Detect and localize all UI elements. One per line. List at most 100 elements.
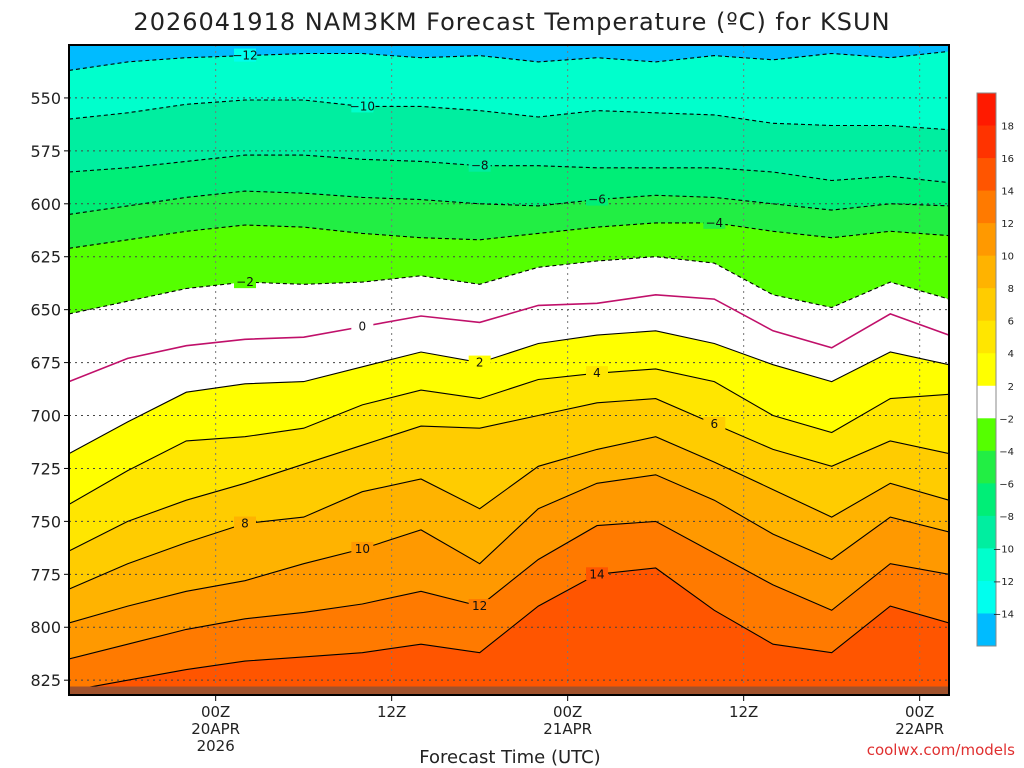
colorbar-segment — [977, 418, 996, 452]
y-tick-label: 825 — [30, 671, 61, 690]
colorbar-tick-label: −10 — [993, 544, 1014, 555]
isotherm-label: 8 — [241, 517, 249, 531]
isotherm-12 — [69, 520, 949, 660]
isotherm-labels: −12 −10 −8 −6 −4 −2 0 2 4 6 8 10 12 14 — [232, 48, 726, 613]
isotherm-10 — [69, 474, 949, 624]
isotherm-8 — [69, 436, 949, 590]
y-tick-label: 700 — [30, 407, 61, 426]
colorbar-segment — [977, 288, 996, 322]
plot-area — [69, 45, 949, 695]
colorbar-segment — [977, 320, 996, 354]
isotherm-label: 12 — [472, 599, 487, 613]
colorbar-segment — [977, 613, 996, 647]
colorbar-segment — [977, 93, 996, 127]
isotherm--8 — [69, 154, 949, 184]
isotherm-label: −12 — [232, 49, 257, 63]
y-tick-label: 725 — [30, 459, 61, 478]
x-axis-label: Forecast Time (UTC) — [419, 747, 600, 768]
colorbar-tick-label: 16 — [1001, 154, 1014, 165]
isotherm-label: 10 — [355, 542, 370, 556]
x-tick-label: 00Z — [201, 703, 230, 721]
colorbar-segment — [977, 255, 996, 289]
colorbar-tick-label: −6 — [999, 479, 1014, 490]
colorbar-tick-label: 18 — [1001, 122, 1014, 133]
isotherm-label-bg — [586, 192, 608, 206]
isotherm-2 — [69, 330, 949, 455]
colorbar-tick-label: −4 — [999, 447, 1014, 458]
credit-link[interactable]: coolwx.com/models — [867, 741, 1015, 759]
isotherm-label-bg — [703, 215, 726, 229]
colorbar-tick-label: 8 — [1008, 284, 1014, 295]
colorbar-segment — [977, 223, 996, 257]
colorbar-segment — [977, 353, 996, 387]
isotherm-label: −6 — [588, 193, 606, 207]
isotherm-label-bg — [351, 541, 374, 555]
colorbar-tick-label: 2 — [1008, 382, 1014, 393]
x-tick-label: 12Z — [377, 703, 406, 721]
colorbar-tick-label: 4 — [1008, 349, 1014, 360]
isotherm-6 — [69, 398, 949, 552]
y-tick-label: 550 — [30, 89, 61, 108]
isotherm-4 — [69, 368, 949, 505]
y-tick-label: 600 — [30, 195, 61, 214]
isotherm-14 — [69, 567, 949, 692]
colorbar-segment — [977, 158, 996, 192]
isotherm-label: 4 — [593, 366, 601, 380]
x-tick-label: 00Z — [905, 703, 934, 721]
colorbar-tick-label: 12 — [1001, 219, 1014, 230]
x-tick-label: 2026 — [197, 737, 235, 755]
colorbar-segment — [977, 548, 996, 582]
isotherm-label-bg — [351, 319, 374, 333]
isotherm--2 — [69, 256, 949, 315]
isotherm-label: −10 — [350, 99, 375, 113]
terrain-fill — [69, 686, 949, 695]
isotherm-label: −8 — [471, 159, 489, 173]
isotherm-label-bg — [586, 366, 608, 380]
isotherm-label-bg — [703, 416, 726, 430]
isotherm--12 — [69, 50, 949, 71]
isotherm--4 — [69, 222, 949, 249]
isotherm-label-bg — [468, 355, 491, 369]
isotherm-lines — [69, 50, 949, 692]
isotherm-label: 6 — [711, 417, 719, 431]
colorbar-segment — [977, 483, 996, 517]
colorbar-segment — [977, 125, 996, 159]
isotherm-label-bg — [468, 599, 491, 613]
colorbar-tick-label: 10 — [1001, 252, 1014, 263]
y-tick-label: 625 — [30, 248, 61, 267]
isotherm-label-bg — [468, 158, 491, 172]
colorbar-tick-label: −12 — [993, 577, 1014, 588]
isotherm-label-bg — [351, 99, 374, 113]
isotherm--10 — [69, 99, 949, 131]
colorbar-tick-label: −2 — [999, 414, 1014, 425]
colorbar-tick-label: 14 — [1001, 187, 1014, 198]
isotherm-label-bg — [234, 48, 256, 62]
isotherm-label: 0 — [359, 320, 367, 334]
x-tick-label: 12Z — [729, 703, 758, 721]
isotherm-label: −4 — [705, 216, 723, 230]
x-tick-label: 22APR — [895, 720, 944, 738]
colorbar-tick-label: −8 — [999, 512, 1014, 523]
colorbar-segment — [977, 385, 996, 419]
chart-title: 2026041918 NAM3KM Forecast Temperature (… — [133, 8, 890, 36]
colorbar-segment — [977, 580, 996, 614]
isotherm-0 — [69, 293, 949, 383]
colorbar-segment — [977, 190, 996, 224]
y-tick-label: 775 — [30, 565, 61, 584]
y-axis-ticks: 550 575 600 625 650 675 700 725 750 775 800 825 — [30, 89, 69, 690]
colorbar: 18 16 14 12 10 8 6 4 2 −2 −4 −6 −8 −10 −12 −14 — [976, 92, 1014, 647]
isotherm-label: 2 — [476, 356, 484, 370]
y-tick-label: 675 — [30, 354, 61, 373]
isotherm-label: −2 — [236, 275, 254, 289]
isotherm-label-bg — [586, 567, 608, 581]
y-tick-label: 800 — [30, 618, 61, 637]
colorbar-tick-label: −14 — [993, 609, 1014, 620]
isotherm-label: 14 — [589, 567, 604, 581]
y-tick-label: 650 — [30, 301, 61, 320]
temperature-bands — [69, 51, 949, 695]
band-above-14 — [69, 568, 949, 695]
colorbar-tick-label: 6 — [1008, 317, 1014, 328]
grid-lines — [69, 45, 949, 695]
